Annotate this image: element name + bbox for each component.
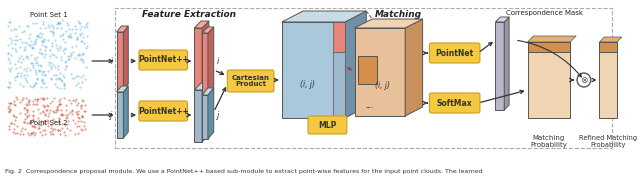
Polygon shape	[116, 86, 128, 92]
Bar	[355, 28, 405, 116]
Polygon shape	[202, 27, 214, 33]
FancyBboxPatch shape	[139, 50, 188, 70]
Bar	[527, 42, 570, 52]
Polygon shape	[355, 19, 422, 28]
Circle shape	[577, 73, 591, 87]
Text: PointNet++: PointNet++	[138, 56, 189, 65]
Text: SoftMax: SoftMax	[437, 98, 472, 107]
Bar	[116, 32, 124, 90]
Bar	[600, 42, 617, 52]
Polygon shape	[600, 37, 622, 42]
Text: Cartesian
Product: Cartesian Product	[232, 75, 269, 88]
Polygon shape	[527, 36, 576, 42]
Text: Point Set 2: Point Set 2	[30, 120, 67, 126]
Bar	[195, 90, 202, 142]
Polygon shape	[504, 17, 509, 110]
Bar	[115, 8, 612, 148]
Text: PointNet: PointNet	[436, 49, 474, 57]
Bar	[202, 33, 208, 95]
Text: (i, j): (i, j)	[300, 80, 314, 89]
FancyBboxPatch shape	[227, 70, 274, 92]
Polygon shape	[495, 17, 509, 22]
Text: Matching
Probability: Matching Probability	[531, 135, 567, 148]
Bar	[195, 28, 202, 98]
FancyBboxPatch shape	[139, 101, 188, 121]
Polygon shape	[333, 52, 345, 118]
Polygon shape	[195, 21, 209, 28]
Text: $j$: $j$	[216, 109, 221, 121]
Polygon shape	[202, 21, 209, 98]
Text: Correspondence Mask: Correspondence Mask	[506, 10, 582, 16]
Polygon shape	[208, 88, 214, 139]
Bar	[202, 95, 208, 139]
FancyBboxPatch shape	[429, 43, 480, 63]
Text: Feature Extraction: Feature Extraction	[143, 10, 236, 19]
Text: Matching: Matching	[375, 10, 422, 19]
Polygon shape	[116, 26, 128, 32]
Text: MLP: MLP	[318, 121, 337, 130]
Polygon shape	[202, 83, 209, 142]
Polygon shape	[202, 88, 214, 95]
Text: $i$: $i$	[216, 56, 220, 66]
Bar	[600, 42, 617, 118]
Text: Fig. 2  Correspondence proposal module. We use a PointNet++ based sub-module to : Fig. 2 Correspondence proposal module. W…	[5, 169, 483, 174]
Polygon shape	[282, 11, 366, 22]
Bar	[358, 56, 377, 84]
Polygon shape	[333, 22, 345, 52]
FancyBboxPatch shape	[429, 93, 480, 113]
Text: $\otimes$: $\otimes$	[580, 75, 588, 85]
Polygon shape	[195, 83, 209, 90]
Polygon shape	[405, 19, 422, 116]
Text: Refined Matching
Probability: Refined Matching Probability	[579, 135, 637, 148]
FancyBboxPatch shape	[308, 116, 347, 134]
Bar	[282, 22, 345, 118]
Bar	[116, 92, 124, 138]
Polygon shape	[124, 86, 128, 138]
Text: Point Set 1: Point Set 1	[29, 12, 67, 18]
Polygon shape	[208, 27, 214, 95]
Text: PointNet++: PointNet++	[138, 107, 189, 116]
Text: $j$: $j$	[109, 109, 115, 121]
Polygon shape	[124, 26, 128, 90]
Polygon shape	[345, 11, 366, 118]
Text: (i, j): (i, j)	[375, 81, 390, 90]
Text: $i$: $i$	[110, 56, 115, 66]
Bar	[495, 22, 504, 110]
Bar	[527, 42, 570, 118]
